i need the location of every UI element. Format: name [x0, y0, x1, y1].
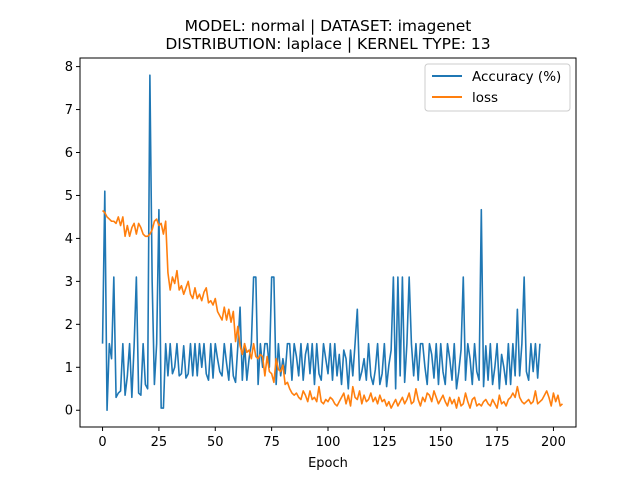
- y-tick-label: 1: [65, 361, 73, 376]
- y-tick-label: 0: [65, 404, 73, 419]
- y-tick-label: 2: [65, 318, 73, 333]
- legend: Accuracy (%) loss: [424, 63, 571, 112]
- chart-subtitle: DISTRIBUTION: laplace | KERNEL TYPE: 13: [165, 35, 490, 53]
- y-tick-label: 4: [65, 232, 73, 247]
- y-axis: 0 1 2 3 4 5 6 7 8: [65, 60, 80, 419]
- legend-loss-label: loss: [472, 90, 498, 106]
- y-tick-label: 6: [65, 146, 73, 161]
- x-tick-label: 200: [541, 435, 566, 450]
- x-tick-label: 50: [207, 435, 224, 450]
- legend-accuracy-label: Accuracy (%): [472, 69, 561, 85]
- y-tick-label: 5: [65, 189, 73, 204]
- x-tick-label: 25: [151, 435, 168, 450]
- x-axis: 0 25 50 75 100 125 150 175 200: [98, 427, 566, 450]
- x-tick-label: 0: [98, 435, 106, 450]
- series-line-accuracy: [101, 74, 541, 412]
- x-tick-label: 125: [372, 435, 397, 450]
- plot-area: [101, 74, 564, 412]
- x-tick-label: 75: [263, 435, 280, 450]
- y-tick-label: 3: [65, 275, 73, 290]
- y-tick-label: 7: [65, 103, 73, 118]
- y-tick-label: 8: [65, 60, 73, 75]
- x-axis-label: Epoch: [308, 456, 348, 471]
- chart-title: MODEL: normal | DATASET: imagenet: [185, 17, 472, 35]
- x-tick-label: 100: [316, 435, 341, 450]
- x-tick-label: 150: [428, 435, 453, 450]
- series-line-loss: [101, 209, 564, 409]
- x-tick-label: 175: [485, 435, 510, 450]
